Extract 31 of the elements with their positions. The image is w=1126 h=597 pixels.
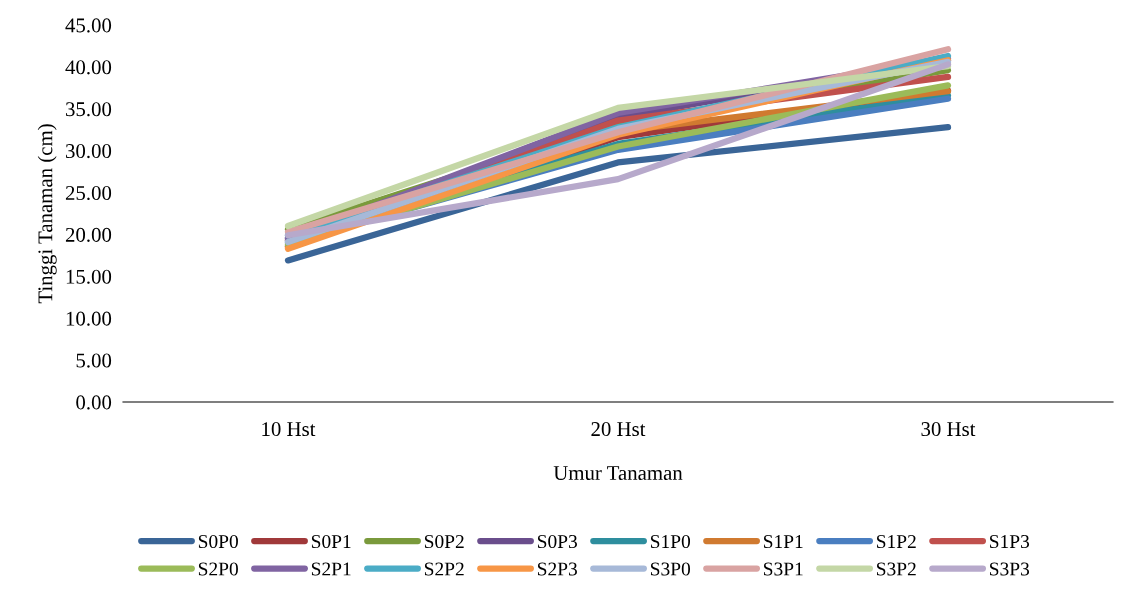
y-tick-label: 25.00	[65, 185, 112, 201]
legend-label: S0P0	[198, 534, 238, 549]
x-axis-title: Umur Tanaman	[553, 466, 683, 480]
legend-label: S3P3	[990, 562, 1030, 576]
x-tick-label: 10 Hst	[262, 422, 316, 437]
legend-label: S2P0	[198, 562, 238, 576]
legend-label: S2P1	[311, 562, 351, 576]
legend-label: S1P1	[764, 535, 803, 549]
y-tick-label: 30.00	[66, 144, 112, 159]
y-tick-label: 0.00	[76, 395, 112, 410]
y-tick-label: 10.00	[66, 311, 112, 326]
legend-label: S3P0	[650, 562, 691, 576]
legend-label: S0P2	[424, 534, 464, 549]
legend-label: S1P0	[650, 534, 691, 549]
y-tick-label: 35.00	[66, 102, 112, 117]
y-tick-label: 45.00	[65, 18, 112, 33]
y-tick-label: 5.00	[76, 353, 112, 368]
legend-label: S3P2	[877, 562, 916, 576]
legend-label: S1P3	[990, 535, 1030, 549]
legend-label: S0P3	[537, 534, 577, 549]
legend-label: S2P3	[537, 562, 577, 576]
y-tick-label: 20.00	[65, 227, 112, 242]
x-tick-label: 20 Hst	[591, 422, 646, 437]
y-tick-label: 15.00	[66, 269, 112, 284]
legend-label: S0P1	[311, 534, 351, 549]
legend-label: S1P2	[877, 535, 916, 549]
y-axis-title: Tinggi Tanaman (cm)	[37, 124, 57, 304]
legend-label: S2P2	[424, 562, 464, 576]
y-tick-label: 40.00	[65, 60, 112, 75]
legend-label: S3P1	[764, 562, 803, 576]
x-tick-label: 30 Hst	[921, 422, 976, 437]
